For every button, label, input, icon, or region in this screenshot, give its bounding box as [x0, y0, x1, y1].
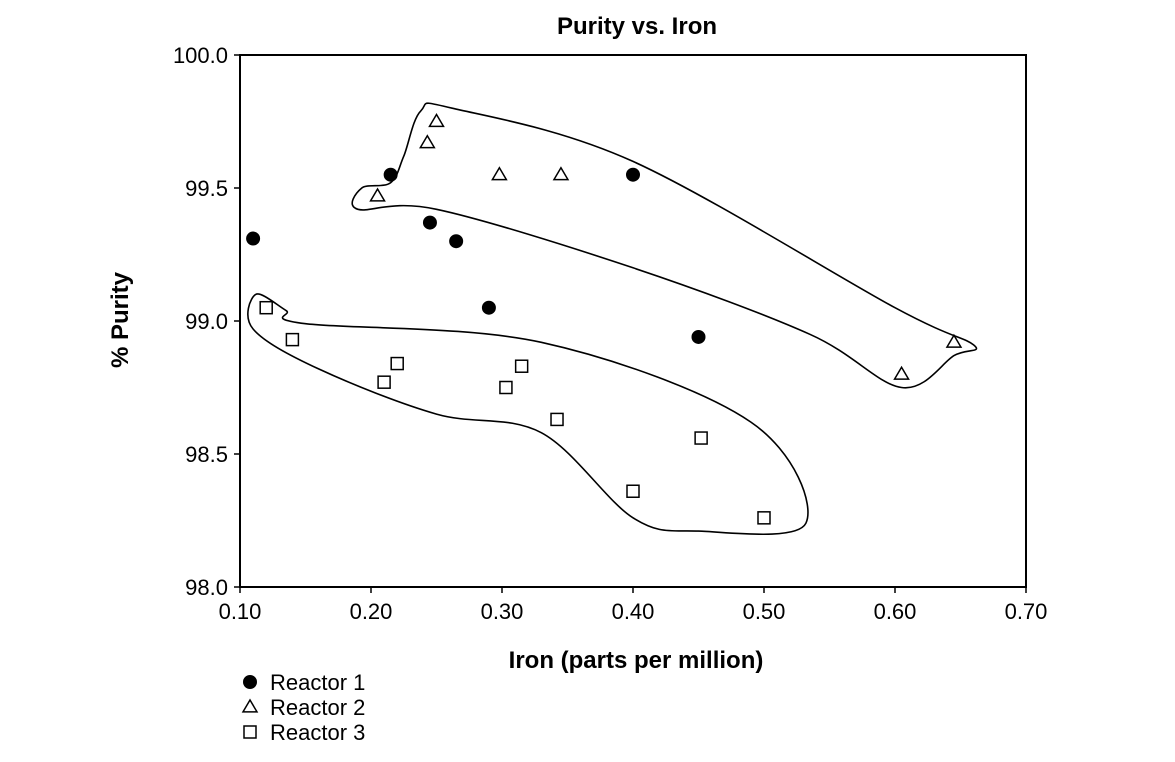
point-reactor-3 — [390, 356, 404, 371]
point-reactor-2 — [945, 333, 963, 348]
point-reactor-1 — [246, 231, 261, 246]
point-reactor-2 — [552, 166, 570, 181]
y-tick-label: 98.0 — [185, 575, 228, 600]
point-reactor-1 — [691, 329, 706, 344]
x-tick-label: 0.70 — [1005, 599, 1048, 624]
x-tick-label: 0.50 — [743, 599, 786, 624]
y-axis-label: % Purity — [107, 271, 134, 368]
legend-marker-reactor-3 — [243, 725, 257, 739]
x-tick-label: 0.10 — [219, 599, 262, 624]
y-tick-label: 99.0 — [185, 309, 228, 334]
point-reactor-2 — [893, 365, 910, 380]
point-reactor-3 — [377, 375, 391, 389]
x-tick-label: 0.40 — [612, 599, 655, 624]
y-tick-label: 100.0 — [173, 43, 228, 68]
legend-marker-reactor-1 — [243, 675, 257, 689]
point-reactor-1 — [422, 215, 437, 230]
legend-label-reactor-3: Reactor 3 — [270, 720, 365, 745]
chart-title: Purity vs. Iron — [557, 13, 717, 40]
x-tick-label: 0.20 — [350, 599, 393, 624]
point-reactor-3 — [259, 300, 273, 315]
y-tick-label: 98.5 — [185, 442, 228, 467]
point-reactor-3 — [285, 332, 300, 347]
plot-area-frame — [239, 54, 1027, 588]
cluster-outline-reactor-2 — [351, 102, 978, 389]
point-reactor-2 — [419, 134, 436, 149]
x-tick-label: 0.30 — [481, 599, 524, 624]
data-points — [246, 113, 963, 525]
point-reactor-1 — [449, 234, 464, 249]
x-axis-label: Iron (parts per million) — [509, 647, 764, 674]
point-reactor-3 — [626, 484, 640, 498]
point-reactor-3 — [499, 380, 513, 395]
point-reactor-2 — [491, 166, 508, 181]
point-reactor-2 — [428, 113, 445, 128]
x-axis-ticks: 0.10 0.20 0.30 0.40 0.50 0.60 0.70 — [219, 587, 1048, 624]
y-axis-ticks: 98.0 98.5 99.0 99.5 100.0 — [173, 43, 240, 600]
point-reactor-3 — [550, 412, 564, 427]
legend-label-reactor-1: Reactor 1 — [270, 670, 365, 695]
x-tick-label: 0.60 — [874, 599, 917, 624]
point-reactor-1 — [481, 300, 496, 315]
legend-marker-reactor-2 — [241, 698, 259, 713]
cluster-outline-reactor-3 — [247, 293, 809, 536]
point-reactor-3 — [757, 511, 771, 525]
point-reactor-3 — [694, 431, 708, 445]
cluster-outlines — [247, 102, 978, 536]
point-reactor-3 — [514, 359, 529, 373]
point-reactor-1 — [626, 167, 640, 182]
y-tick-label: 99.5 — [185, 176, 228, 201]
legend-label-reactor-2: Reactor 2 — [270, 695, 365, 720]
point-reactor-2 — [369, 187, 386, 202]
point-reactor-1 — [383, 167, 398, 182]
